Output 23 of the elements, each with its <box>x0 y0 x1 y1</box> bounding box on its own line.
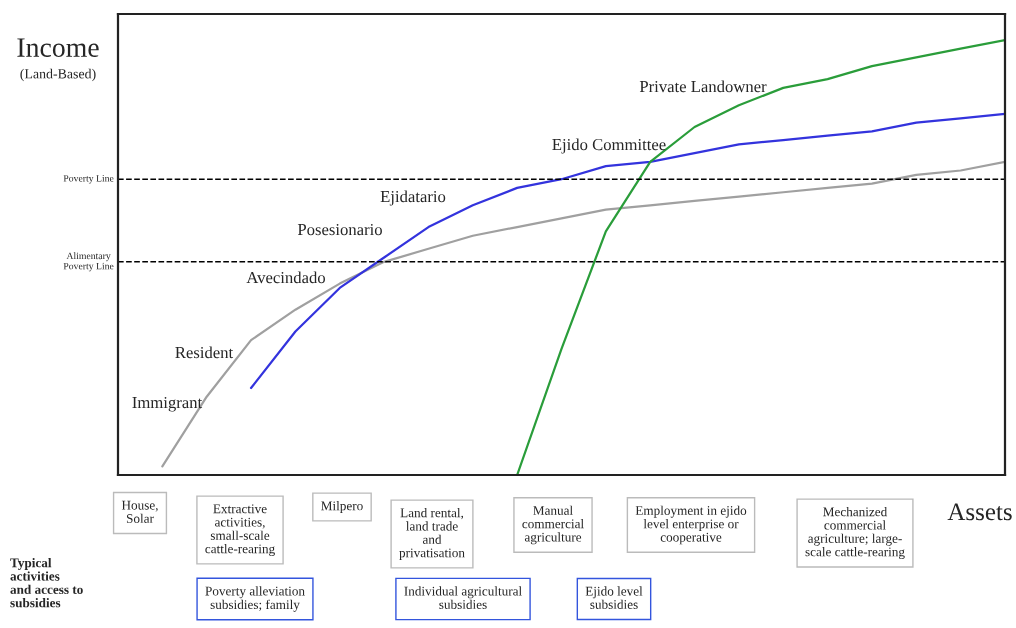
ref-line-label: Poverty Line <box>63 175 114 184</box>
ref-line-label: Alimentary Poverty Line <box>63 252 114 272</box>
x-axis-title: Assets <box>947 503 1012 521</box>
text: Mechanized commercial agriculture; large- scale cattle-rearing <box>805 506 905 560</box>
annotation: Immigrant <box>132 396 203 412</box>
annotation: Resident <box>175 346 234 359</box>
annotation: Avecindado <box>246 271 326 284</box>
text: Individual agricultural subsidies <box>404 586 522 609</box>
text: Ejido level subsidies <box>585 586 643 609</box>
annotation: Ejidatario <box>380 190 446 206</box>
text: House, Solar <box>121 500 158 523</box>
annotation: Ejido Committee <box>552 138 666 154</box>
text: Manual commercial agriculture <box>522 505 584 545</box>
text: Typical activities and access to subsidies <box>10 557 83 608</box>
text: Land rental, land trade and privatisation <box>399 508 465 560</box>
text: Milpero <box>321 501 363 513</box>
text: Extractive activities, small-scale cattle-rearing <box>205 504 275 557</box>
text: Employment in ejido level enterprise or cooperative <box>635 505 747 545</box>
annotation: Private Landowner <box>639 80 767 93</box>
annotation: Posesionario <box>297 223 382 236</box>
text: (Land-Based) <box>20 68 96 82</box>
y-axis-title: Income <box>17 38 99 57</box>
text: Poverty alleviation subsidies; family <box>205 586 305 612</box>
